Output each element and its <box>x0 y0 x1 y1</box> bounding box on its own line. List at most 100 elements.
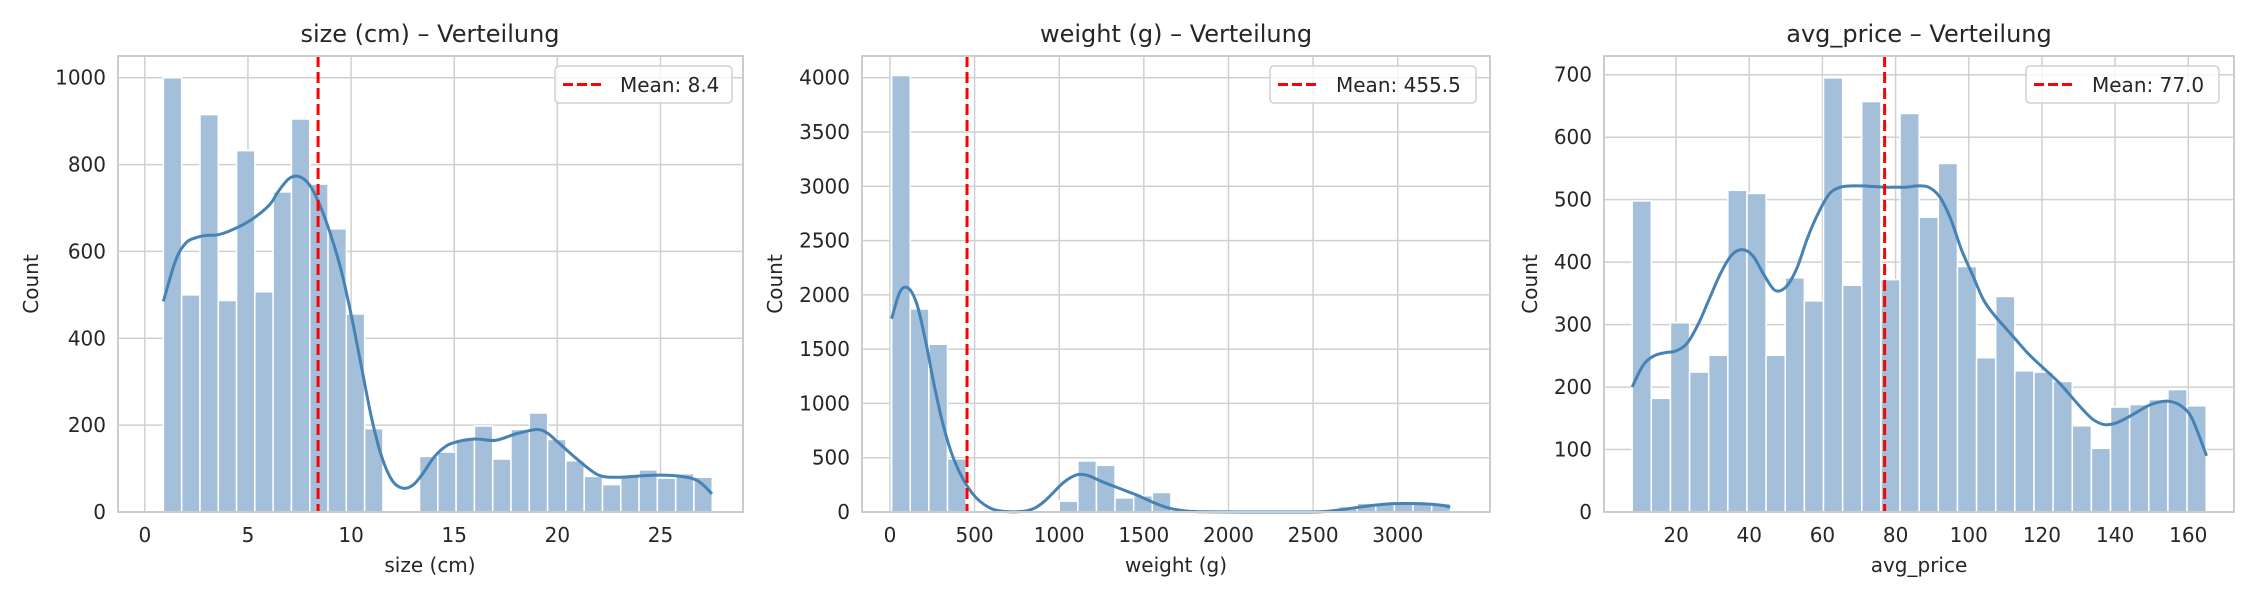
histogram-bar <box>1765 354 1786 513</box>
axes-frame <box>1603 55 2235 513</box>
y-tick-label: 100 <box>1554 438 1592 462</box>
axes-border <box>861 55 1491 513</box>
x-tick-label: 20 <box>1663 523 1688 547</box>
x-tick-label: 1000 <box>1034 523 1085 547</box>
y-tick-label: 3000 <box>799 174 850 198</box>
histogram-bar <box>1707 354 1729 513</box>
x-tick-label: 500 <box>955 523 993 547</box>
histogram-bar <box>546 438 567 513</box>
y-tick-label: 700 <box>1554 63 1592 87</box>
x-axis-label: weight (g) <box>1125 553 1227 577</box>
x-tick-label: 15 <box>441 523 466 547</box>
histogram-bar <box>327 228 348 513</box>
chart-title: avg_price – Verteilung <box>1786 20 2052 48</box>
legend: Mean: 77.0 <box>2025 65 2220 104</box>
histogram-bar <box>1918 216 1940 513</box>
x-tick-label: 160 <box>2169 523 2207 547</box>
histogram-bar <box>254 291 274 513</box>
legend-mean-label: Mean: 77.0 <box>2092 73 2204 97</box>
legend: Mean: 455.5 <box>1269 65 1477 104</box>
histogram-bar <box>1077 460 1098 513</box>
y-tick-label: 1500 <box>799 337 850 361</box>
x-tick-label: 0 <box>884 523 897 547</box>
histogram-bar <box>437 451 457 513</box>
histogram-bars <box>1631 77 2207 513</box>
y-tick-label: 2000 <box>799 283 850 307</box>
histogram-bar <box>1956 265 1978 513</box>
histogram-bar <box>510 428 531 513</box>
kde-line <box>1630 184 2208 457</box>
histogram-bar <box>1650 397 1672 513</box>
y-tick-label: 400 <box>68 326 106 350</box>
x-tick-label: 3000 <box>1372 523 1423 547</box>
histogram-bar <box>2148 398 2169 513</box>
histogram-bar <box>1784 277 1806 513</box>
y-tick-label: 4000 <box>799 66 850 90</box>
y-tick-label: 800 <box>68 153 106 177</box>
x-tick-label: 20 <box>545 523 570 547</box>
axes-frame <box>117 55 744 513</box>
y-tick-label: 500 <box>1554 188 1592 212</box>
weight-histogram-panel: 0 500 1000 1500 2000 2500 3000 0 500 1000 1500 2000… <box>763 20 1491 577</box>
histogram-bars <box>162 76 714 513</box>
x-tick-label: 60 <box>1810 523 1835 547</box>
y-axis-label: Count <box>763 254 787 314</box>
x-tick-label: 120 <box>2023 523 2061 547</box>
histogram-bar <box>217 299 238 513</box>
y-tick-label: 0 <box>93 500 106 524</box>
y-tick-label: 200 <box>1554 375 1592 399</box>
avg-price-histogram-panel: 20 40 60 80 100 120 140 160 0 100 200 300 400 500 600 7… <box>1518 20 2235 577</box>
axes-frame <box>861 55 1491 513</box>
legend-box <box>2025 65 2220 104</box>
x-tick-label: 40 <box>1737 523 1762 547</box>
tick-labels: 0 5 10 15 20 25 0 200 400 600 800 1000 <box>55 66 673 547</box>
kde-curve <box>161 174 714 495</box>
histogram-bar <box>363 427 384 513</box>
y-tick-label: 1000 <box>55 66 106 90</box>
histogram-bar <box>1803 300 1825 513</box>
grid-lines <box>862 56 1490 513</box>
y-tick-label: 0 <box>837 500 850 524</box>
x-axis-label: size (cm) <box>384 553 475 577</box>
y-tick-label: 0 <box>1579 500 1592 524</box>
kde-line <box>890 285 1451 514</box>
histogram-bar <box>180 294 201 513</box>
axes-border <box>1603 55 2235 513</box>
y-tick-label: 200 <box>68 413 106 437</box>
histogram-bar <box>1095 464 1116 513</box>
y-tick-label: 300 <box>1554 313 1592 337</box>
histogram-bar <box>2014 370 2035 513</box>
histogram-bar <box>601 483 622 513</box>
kde-curve <box>1630 184 2208 457</box>
x-tick-label: 140 <box>2096 523 2134 547</box>
histogram-bar <box>1688 371 1710 513</box>
y-axis-label: Count <box>1518 254 1542 314</box>
legend-box <box>554 65 733 104</box>
x-tick-label: 10 <box>338 523 363 547</box>
histogram-bar <box>1822 77 1844 513</box>
histogram-bar <box>1975 356 1997 513</box>
histogram-bar <box>2052 380 2074 513</box>
histogram-bar <box>565 460 585 513</box>
histogram-bar <box>1114 497 1135 513</box>
kde-line <box>161 174 714 495</box>
y-tick-label: 600 <box>1554 125 1592 149</box>
x-tick-label: 2000 <box>1203 523 1254 547</box>
histogram-bar <box>693 476 714 513</box>
chart-title: weight (g) – Verteilung <box>1040 20 1312 48</box>
histogram-bar <box>656 477 677 513</box>
legend-mean-label: Mean: 455.5 <box>1336 73 1461 97</box>
histogram-bar <box>1899 112 1920 513</box>
histogram-bar <box>491 458 512 513</box>
histogram-bar <box>583 475 604 513</box>
histogram-bar <box>455 438 476 513</box>
legend: Mean: 8.4 <box>554 65 733 104</box>
histogram-bar <box>620 475 640 513</box>
histogram-bar <box>199 113 220 513</box>
legend-box <box>1269 65 1477 104</box>
x-tick-label: 80 <box>1883 523 1908 547</box>
histogram-bar <box>2071 425 2093 513</box>
histogram-bar <box>272 191 293 513</box>
histogram-bar <box>890 74 911 513</box>
